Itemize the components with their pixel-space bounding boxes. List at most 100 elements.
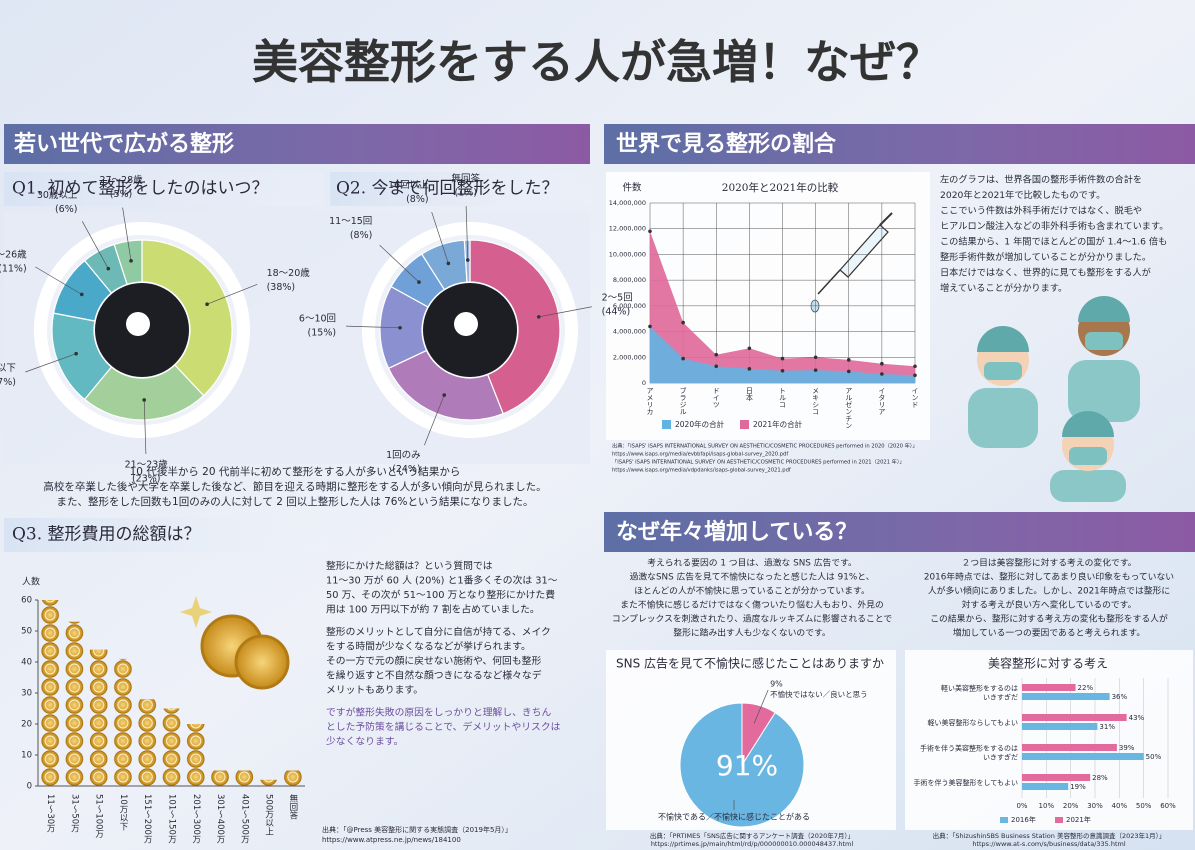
- paragraph-line: ヒアルロン酸注入などの非外科手術も含まれています。: [940, 220, 1168, 232]
- category-label: 手術を伴う美容整形をするのは: [920, 744, 1018, 753]
- leader-line: [346, 325, 401, 329]
- category-label: 手術を伴う美容整形をしてもよい: [914, 778, 1018, 787]
- x-tick-label: アルゼンチン: [845, 387, 853, 429]
- point: [880, 361, 884, 366]
- data-label: 50%: [1146, 753, 1162, 761]
- x-tick-label: 日本: [745, 387, 753, 402]
- x-tick-label: 無回答: [288, 793, 298, 820]
- data-label: 不愉快ではない／良いと思う: [770, 689, 868, 699]
- bar: [1022, 774, 1091, 781]
- y-tick-label: 4,000,000: [613, 328, 646, 336]
- x-tick-label: 10%: [1039, 802, 1055, 810]
- axis-label: 人数: [22, 576, 40, 588]
- paragraph-line: この結果から、1 年間でほとんどの国が 1.4～1.6 倍も: [940, 236, 1167, 248]
- question-band: [4, 518, 324, 552]
- question: Q3. 整形費用の総額は？: [12, 525, 201, 545]
- x-tick-label: メキシコ: [812, 387, 820, 415]
- data-label: (6%): [55, 204, 77, 215]
- data-label: 43%: [1129, 714, 1145, 722]
- leader-dot: [446, 261, 451, 266]
- data-label: 91%: [716, 749, 778, 782]
- leader-dot: [205, 302, 209, 307]
- data-label: 1回のみ: [386, 450, 421, 461]
- data-label: 19%: [1070, 783, 1086, 791]
- legend-label: 2021年の合計: [753, 419, 803, 429]
- point: [813, 368, 818, 372]
- leader-line: [379, 244, 420, 283]
- category-label: 軽い美容整形をするのは: [941, 684, 1018, 693]
- paragraph-line: 整形に踏み出す人も少なくないのです。: [673, 627, 830, 639]
- data-label: 27～28歳: [99, 174, 143, 186]
- paragraph-line: その一方で元の顔に戻せない施術や、何回も整形: [326, 654, 541, 667]
- bar: [1022, 723, 1098, 730]
- paragraph-line: また不愉快に感じるだけではなく傷ついたり悩む人もおり、外見の: [620, 599, 884, 611]
- x-tick-label: イタリア: [878, 387, 886, 415]
- legend-swatch: [1055, 817, 1063, 823]
- x-tick-label: 401～500万: [239, 794, 249, 844]
- data-label: 31%: [1099, 723, 1115, 731]
- paragraph-line: 50 万、その次が 51～100 万となり整形にかけた費: [326, 588, 555, 601]
- source-line: 出典：「ShizushinSBS Business Station 美容整形の意…: [933, 831, 1166, 840]
- leader-dot: [417, 280, 421, 284]
- leader-dot: [79, 292, 84, 297]
- section-heading: 世界で見る整形の割合: [616, 131, 837, 157]
- leader-dot: [129, 259, 133, 263]
- data-label: 22%: [1078, 684, 1094, 692]
- y-tick-label: 10,000,000: [609, 250, 646, 258]
- question-band: [4, 172, 324, 206]
- y-tick-label: 6,000,000: [613, 302, 646, 310]
- paragraph-line: コンプレックスを刺激されたり、過度なルッキズムに影響されることで: [612, 613, 893, 625]
- leader-line: [465, 206, 469, 261]
- y-tick-label: 50: [21, 627, 32, 637]
- data-label: 24～26歳: [0, 248, 27, 260]
- coin-decoration: [180, 596, 290, 690]
- y-tick-label: 60: [21, 596, 32, 606]
- data-label: 28%: [1092, 774, 1108, 782]
- data-label: 2～5回: [602, 292, 633, 303]
- x-tick-label: 500万以上: [264, 794, 274, 836]
- leader-dot: [142, 398, 146, 402]
- paragraph-line: 日本だけではなく、世界的に見ても整形をする人が: [940, 267, 1151, 279]
- question: Q2. 今まで何回整形をした？: [336, 179, 559, 199]
- x-tick-label: 301～400万: [215, 794, 225, 844]
- illustration: [968, 296, 1140, 502]
- paragraph-line: ２つ目は美容整形に対する考えの変化です。: [961, 557, 1136, 569]
- y-tick-label: 2,000,000: [613, 353, 646, 361]
- x-tick-label: 101～150万: [167, 794, 177, 844]
- x-tick-label: 30%: [1087, 802, 1103, 810]
- source-line: https://prtimes.jp/main/html/rd/p/000000…: [651, 840, 854, 848]
- donut-segment: [113, 239, 143, 286]
- chart-title: 2020年と2021年の比較: [722, 181, 839, 194]
- x-tick-label: 10万以下: [118, 794, 128, 831]
- leader-line: [431, 211, 449, 264]
- pie-slice: [679, 702, 805, 828]
- bar: [1022, 684, 1076, 691]
- leader-line: [538, 306, 592, 318]
- data-label: (1%): [455, 188, 477, 199]
- bar: [1022, 693, 1110, 700]
- x-tick-label: 31～50万: [69, 794, 79, 834]
- question: Q1. 初めて整形をしたのはいつ？: [12, 179, 269, 199]
- data-label: (11%): [0, 263, 27, 274]
- donut-segment: [387, 349, 504, 421]
- data-label: 不愉快である／不愉快に感じたことがある: [658, 812, 810, 822]
- point: [714, 364, 719, 369]
- paragraph-line: 2020年と2021年で比較したものです。: [940, 189, 1105, 201]
- paragraph-line: 整形のメリットとして自分に自信が持てる、メイク: [326, 625, 551, 638]
- legend-swatch: [662, 420, 671, 429]
- data-label: (8%): [406, 194, 428, 205]
- x-tick-label: 40%: [1112, 802, 1128, 810]
- paragraph-line: 用は 100 万円以下が約 7 割を占めていました。: [326, 603, 540, 616]
- bar: [1022, 783, 1069, 790]
- source-line: https://www.at-s.com/s/business/data/335…: [972, 840, 1126, 848]
- section-heading: 若い世代で広がる整形: [14, 131, 234, 157]
- x-tick-label: 201～300万: [191, 794, 201, 844]
- paragraph-line: この結果から、整形に対する考え方の変化も整形をする人が: [930, 613, 1168, 625]
- paragraph-line: を繰り返すと不自然な顔つきになるなど様々なデ: [326, 669, 542, 682]
- bar: [233, 770, 256, 786]
- x-tick-label: ドイツ: [712, 387, 720, 408]
- point: [780, 356, 785, 361]
- bar: [160, 708, 183, 786]
- category-label: いきすぎだ: [983, 753, 1018, 762]
